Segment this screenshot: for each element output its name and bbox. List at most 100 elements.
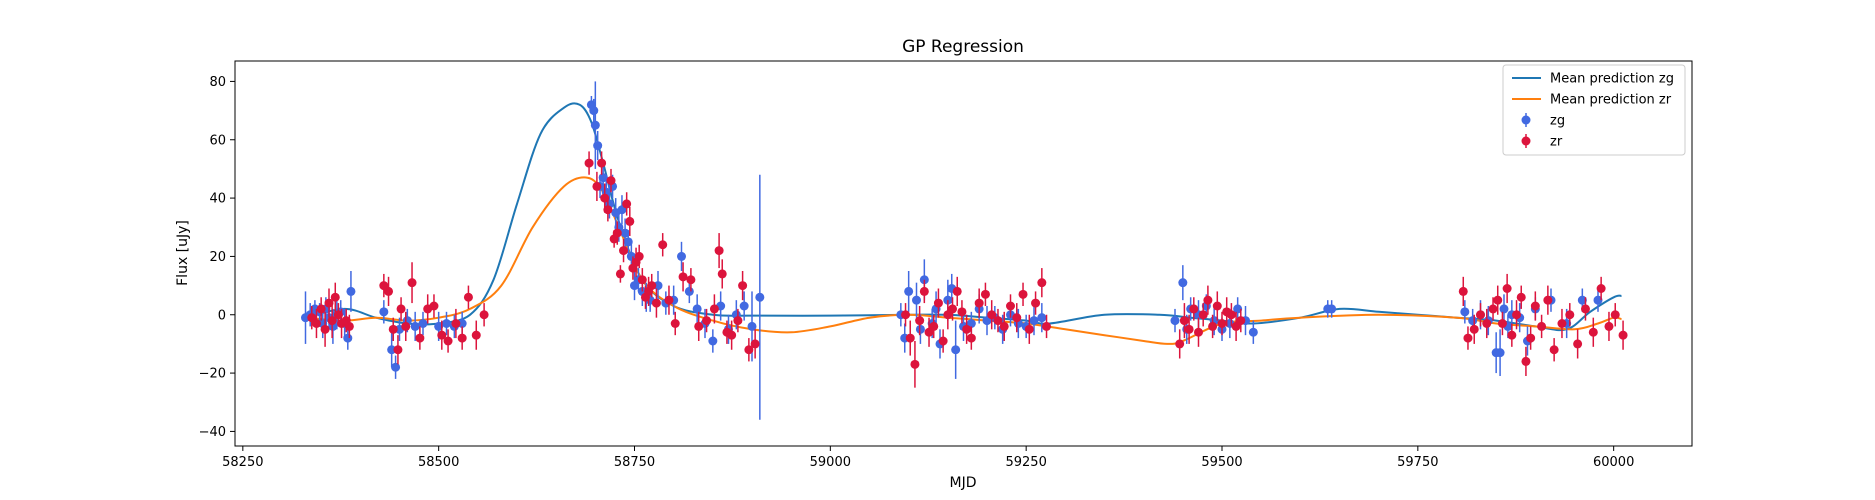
data-point <box>1006 301 1015 311</box>
data-point <box>1327 304 1337 314</box>
data-point <box>709 304 719 314</box>
data-point <box>1577 295 1587 305</box>
data-point <box>727 330 737 340</box>
y-tick-label: 20 <box>209 250 226 265</box>
data-point <box>1482 319 1492 328</box>
data-point <box>1208 321 1218 331</box>
data-point <box>384 286 394 296</box>
data-point <box>1458 286 1468 296</box>
data-point <box>619 246 629 256</box>
observation-points <box>301 81 1628 420</box>
data-point <box>1024 324 1034 334</box>
data-point <box>1037 278 1047 288</box>
data-point <box>1248 327 1258 337</box>
data-point <box>910 359 920 369</box>
data-point <box>1565 310 1575 320</box>
data-point <box>1512 310 1522 320</box>
data-point <box>1588 327 1598 337</box>
data-point <box>1497 319 1507 328</box>
data-point <box>912 295 921 305</box>
data-point <box>677 251 686 261</box>
data-point <box>600 193 610 203</box>
data-point <box>1502 284 1512 293</box>
data-point <box>1170 316 1180 326</box>
data-point <box>929 321 939 331</box>
data-point <box>694 321 704 331</box>
y-axis-label: Flux [uJy] <box>175 220 191 286</box>
data-point <box>750 339 760 349</box>
y-axis: −40 −20 0 20 40 60 80 <box>199 75 235 440</box>
data-point <box>316 304 326 314</box>
data-point <box>670 319 680 328</box>
data-point <box>344 321 354 331</box>
data-point <box>901 310 911 320</box>
data-point <box>702 316 712 326</box>
data-point <box>1189 304 1199 314</box>
data-point <box>962 324 972 334</box>
data-point <box>905 333 915 343</box>
data-point <box>678 272 688 282</box>
data-point <box>457 333 467 343</box>
legend-label-zr: zr <box>1550 135 1563 150</box>
data-point <box>590 120 600 130</box>
data-point <box>651 298 661 308</box>
x-tick-label: 58750 <box>614 455 655 470</box>
data-point <box>429 301 439 311</box>
data-point <box>1488 304 1498 314</box>
data-point <box>1018 289 1028 299</box>
data-point <box>346 286 356 296</box>
data-point <box>451 319 461 328</box>
x-axis-label: MJD <box>950 475 977 491</box>
y-tick-label: 40 <box>209 192 226 207</box>
data-point <box>1212 301 1222 311</box>
data-point <box>396 304 406 314</box>
data-point <box>1029 316 1039 326</box>
data-point <box>1604 321 1614 331</box>
data-point <box>647 281 657 291</box>
legend-label-zr-line: Mean prediction zr <box>1550 93 1672 108</box>
x-tick-label: 58250 <box>222 455 263 470</box>
data-point <box>589 106 599 116</box>
data-point <box>1178 278 1188 288</box>
data-point <box>471 330 481 340</box>
data-point <box>1236 316 1246 326</box>
data-point <box>593 141 603 151</box>
data-point <box>1468 316 1478 326</box>
data-point <box>1217 319 1227 328</box>
data-point <box>442 319 451 328</box>
x-tick-label: 59000 <box>810 455 851 470</box>
data-point <box>1610 310 1620 320</box>
data-point <box>739 301 749 311</box>
data-point <box>479 310 489 320</box>
data-point <box>388 324 398 334</box>
data-point <box>919 286 929 296</box>
data-point <box>434 321 444 331</box>
y-tick-label: 80 <box>209 75 226 90</box>
data-point <box>603 205 613 215</box>
data-point <box>463 292 473 302</box>
data-point <box>999 321 1009 331</box>
data-point <box>686 275 696 285</box>
data-point <box>664 295 674 305</box>
legend-label-zg: zg <box>1550 114 1565 129</box>
data-point <box>387 345 397 355</box>
data-point <box>407 278 417 288</box>
data-point <box>692 304 702 314</box>
data-point <box>966 333 976 343</box>
data-point <box>1507 330 1517 340</box>
data-point <box>738 281 748 291</box>
data-point <box>915 324 925 334</box>
legend-marker-zg <box>1521 115 1531 125</box>
data-point <box>733 316 743 326</box>
data-point <box>1521 356 1531 366</box>
data-point <box>684 286 694 296</box>
plot-frame <box>234 60 1693 447</box>
data-point <box>415 333 425 343</box>
data-point <box>623 237 633 247</box>
data-point <box>1530 301 1540 311</box>
data-point <box>1226 310 1236 320</box>
data-point <box>320 324 330 334</box>
y-tick-label: −20 <box>199 367 226 382</box>
data-point <box>615 269 625 279</box>
data-point <box>1012 313 1022 323</box>
